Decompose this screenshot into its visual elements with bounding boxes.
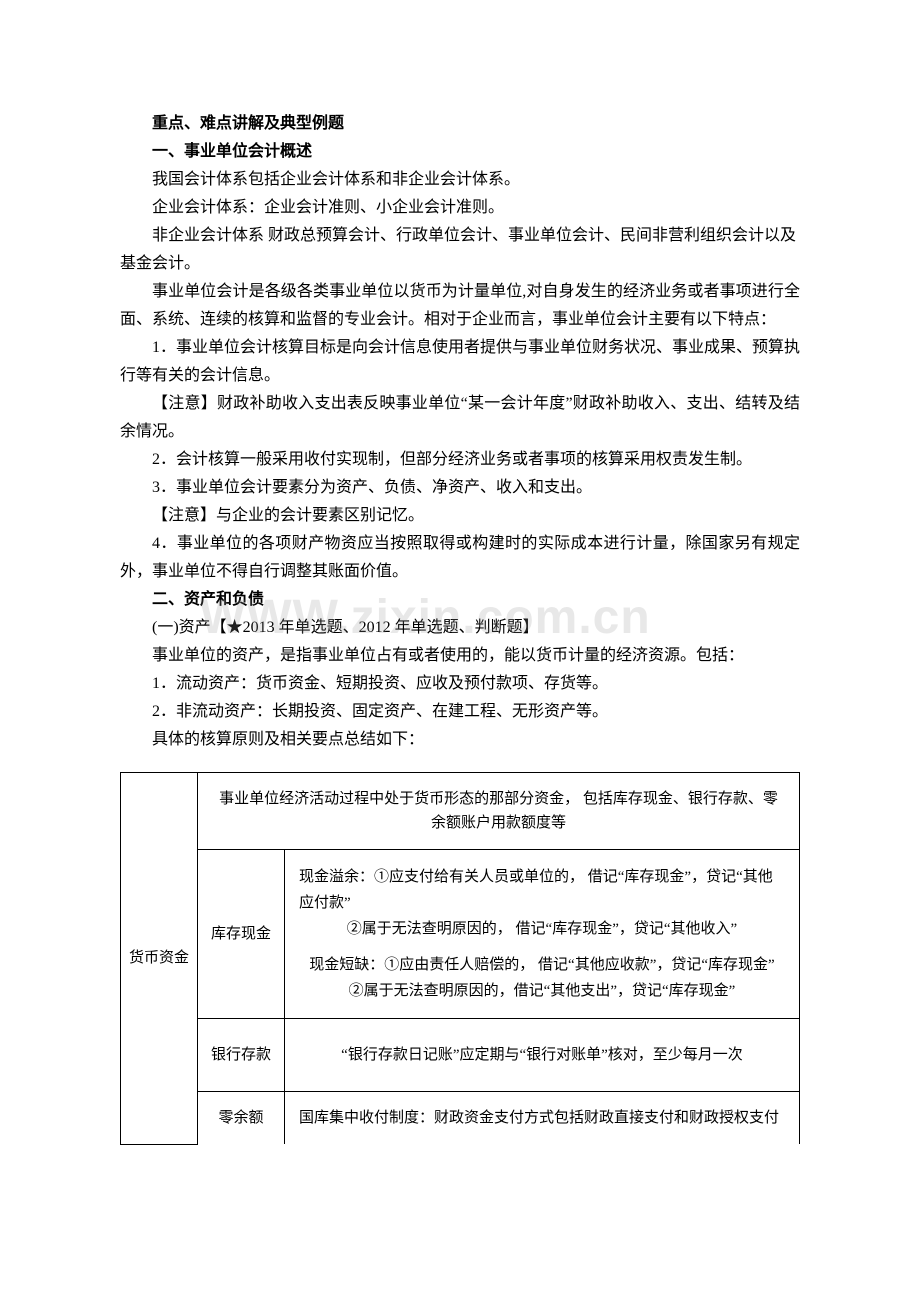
cell-cash-content: 现金溢余：①应支付给有关人员或单位的， 借记“库存现金”，贷记“其他应付款” ②…	[285, 850, 800, 1019]
body-para: 企业会计体系：企业会计准则、小企业会计准则。	[120, 194, 800, 222]
body-para: (一)资产【★2013 年单选题、2012 年单选题、判断题】	[120, 614, 800, 642]
cell-bank-content: “银行存款日记账”应定期与“银行对账单”核对，至少每月一次	[285, 1019, 800, 1092]
body-para: 1．事业单位会计核算目标是向会计信息使用者提供与事业单位财务状况、事业成果、预算…	[120, 334, 800, 390]
cell-category: 货币资金	[121, 773, 198, 1145]
body-para: 2．会计核算一般采用收付实现制，但部分经济业务或者事项的核算采用权责发生制。	[120, 446, 800, 474]
cash-shortfall-line1: 现金短缺：①应由责任人赔偿的， 借记“其他应收款”，贷记“库存现金”	[299, 952, 785, 978]
cell-desc: 事业单位经济活动过程中处于货币形态的那部分资金， 包括库存现金、银行存款、零余额…	[198, 773, 800, 850]
heading-section-1: 一、事业单位会计概述	[120, 138, 800, 166]
body-para: 事业单位的资产，是指事业单位占有或者使用的，能以货币计量的经济资源。包括：	[120, 642, 800, 670]
body-para: 我国会计体系包括企业会计体系和非企业会计体系。	[120, 166, 800, 194]
table-row: 库存现金 现金溢余：①应支付给有关人员或单位的， 借记“库存现金”，贷记“其他应…	[121, 850, 800, 1019]
body-para: 【注意】财政补助收入支出表反映事业单位“某一会计年度”财政补助收入、支出、结转及…	[120, 390, 800, 446]
body-para: 4．事业单位的各项财产物资应当按照取得或构建时的实际成本进行计量，除国家另有规定…	[120, 530, 800, 586]
body-para: 3．事业单位会计要素分为资产、负债、净资产、收入和支出。	[120, 474, 800, 502]
table-row: 零余额 国库集中收付制度：财政资金支付方式包括财政直接支付和财政授权支付	[121, 1092, 800, 1145]
cell-cash-label: 库存现金	[198, 850, 285, 1019]
body-para: 具体的核算原则及相关要点总结如下：	[120, 726, 800, 754]
cash-shortfall-line2: ②属于无法查明原因的，借记“其他支出”，贷记“库存现金”	[299, 978, 785, 1004]
body-para: 1．流动资产：货币资金、短期投资、应收及预付款项、存货等。	[120, 670, 800, 698]
heading-key-points: 重点、难点讲解及典型例题	[120, 110, 800, 138]
body-para: 【注意】与企业的会计要素区别记忆。	[120, 502, 800, 530]
cash-overage-line2: ②属于无法查明原因的， 借记“库存现金”，贷记“其他收入”	[299, 916, 785, 942]
cell-bank-label: 银行存款	[198, 1019, 285, 1092]
body-para: 事业单位会计是各级各类事业单位以货币为计量单位,对自身发生的经济业务或者事项进行…	[120, 278, 800, 334]
assets-table: 货币资金 事业单位经济活动过程中处于货币形态的那部分资金， 包括库存现金、银行存…	[120, 772, 800, 1145]
cell-zero-content: 国库集中收付制度：财政资金支付方式包括财政直接支付和财政授权支付	[285, 1092, 800, 1145]
body-para: 2．非流动资产：长期投资、固定资产、在建工程、无形资产等。	[120, 698, 800, 726]
table-row: 货币资金 事业单位经济活动过程中处于货币形态的那部分资金， 包括库存现金、银行存…	[121, 773, 800, 850]
table-row: 银行存款 “银行存款日记账”应定期与“银行对账单”核对，至少每月一次	[121, 1019, 800, 1092]
cash-overage-line1: 现金溢余：①应支付给有关人员或单位的， 借记“库存现金”，贷记“其他应付款”	[299, 869, 773, 911]
body-para: 非企业会计体系 财政总预算会计、行政单位会计、事业单位会计、民间非营利组织会计以…	[120, 222, 800, 278]
heading-section-2: 二、资产和负债	[120, 586, 800, 614]
cell-zero-label: 零余额	[198, 1092, 285, 1145]
